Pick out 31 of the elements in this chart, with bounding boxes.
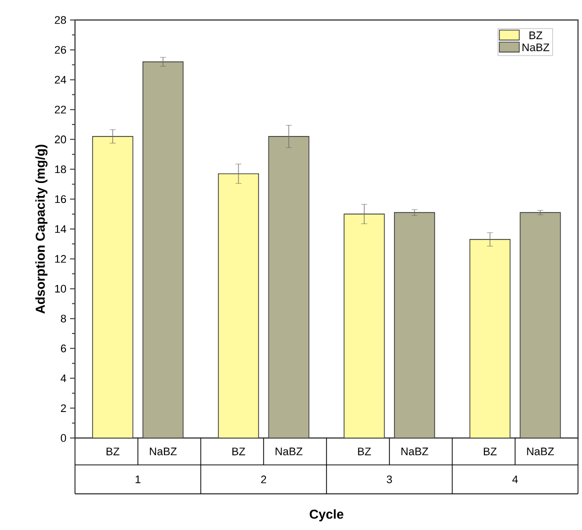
y-tick-label: 24 <box>54 76 66 84</box>
text: NaBZ <box>527 448 554 456</box>
x-axis-title: Cycle <box>310 509 344 522</box>
text: BZ <box>232 448 246 456</box>
text: NaBZ <box>401 448 428 456</box>
y-tick-label: 6 <box>60 344 66 352</box>
y-tick-label: 16 <box>55 195 66 204</box>
y-tick-label: 20 <box>54 136 66 144</box>
x-tick-label: 2 <box>261 476 266 484</box>
y-tick-label: 8 <box>60 314 66 322</box>
x-tick-label: 1 <box>136 476 140 484</box>
text: NaBZ <box>150 448 177 456</box>
legend-label: NaBZ <box>522 44 550 52</box>
y-axis-title: Adsorption Capacity (mg/g) <box>35 144 48 314</box>
text: NaBZ <box>276 448 302 456</box>
y-tick-label: 12 <box>55 255 66 263</box>
text: BZ <box>484 448 497 456</box>
y-tick-label: 10 <box>55 284 66 293</box>
text: BZ <box>106 448 120 456</box>
legend-label: BZ <box>530 32 542 40</box>
x-tick-label: 4 <box>512 476 518 484</box>
y-tick-label: 4 <box>60 374 66 382</box>
x-tick-label: 3 <box>386 475 392 484</box>
y-tick-label: 0 <box>60 434 66 442</box>
y-tick-label: 18 <box>55 165 66 174</box>
y-tick-label: 22 <box>54 106 66 114</box>
y-tick-label: 28 <box>54 16 66 24</box>
text: BZ <box>358 448 371 456</box>
y-tick-label: 26 <box>54 46 66 54</box>
y-tick-label: 14 <box>55 225 66 233</box>
y-tick-label: 2 <box>60 404 66 412</box>
